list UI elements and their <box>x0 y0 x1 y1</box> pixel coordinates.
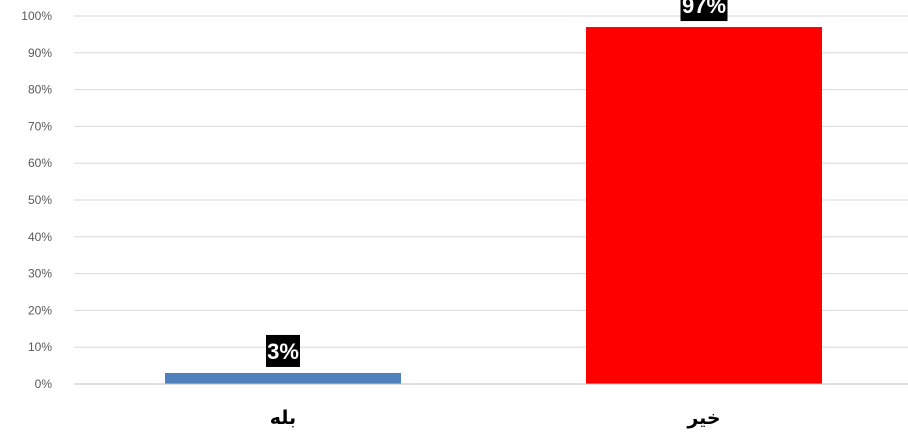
y-tick-label: 20% <box>28 303 52 317</box>
bars <box>165 27 822 384</box>
x-axis: بله خیر <box>74 383 908 429</box>
data-labels: 3% 97% <box>266 0 728 367</box>
y-tick-label: 40% <box>28 230 52 244</box>
y-tick-label: 10% <box>28 340 52 354</box>
y-tick-label: 90% <box>28 46 52 60</box>
bar <box>586 27 822 384</box>
y-tick-label: 100% <box>21 9 52 23</box>
data-label: 3% <box>267 339 299 364</box>
y-tick-label: 0% <box>35 377 53 391</box>
y-tick-label: 80% <box>28 83 52 97</box>
gridlines <box>74 15 908 348</box>
x-category-label: خیر <box>686 407 720 429</box>
y-tick-label: 50% <box>28 193 52 207</box>
y-axis: 0% 10% 20% 30% 40% 50% 60% 70% 80% 90% 100% <box>21 9 52 391</box>
data-label-background <box>266 334 300 367</box>
data-label: 97% <box>682 0 726 18</box>
y-tick-label: 70% <box>28 119 52 133</box>
x-category-label: بله <box>270 407 296 429</box>
y-tick-label: 60% <box>28 156 52 170</box>
data-label-background <box>680 0 728 22</box>
y-tick-label: 30% <box>28 267 52 281</box>
bar <box>165 372 401 384</box>
